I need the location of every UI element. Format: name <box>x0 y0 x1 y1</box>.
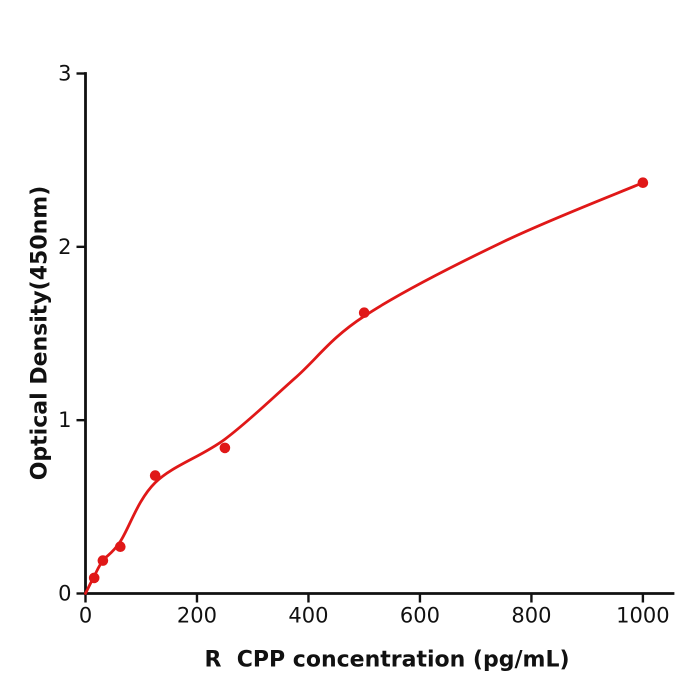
axis-spines <box>84 72 675 595</box>
y-tick-label: 3 <box>58 62 71 86</box>
x-tick-label: 800 <box>511 604 551 628</box>
data-point <box>88 572 100 584</box>
x-tick-label: 0 <box>79 604 92 628</box>
x-tick-label: 1000 <box>616 604 669 628</box>
x-tick-label: 600 <box>400 604 440 628</box>
data-point <box>358 307 370 319</box>
data-point <box>637 177 649 188</box>
data-point <box>97 555 109 566</box>
x-tick-label: 200 <box>177 604 217 628</box>
data-point <box>115 541 126 552</box>
x-tick-label: 400 <box>288 604 328 628</box>
data-point <box>219 442 231 454</box>
y-tick-label: 1 <box>58 408 71 432</box>
x-axis-title: R CPP concentration (pg/mL) <box>204 647 570 673</box>
data-point <box>149 470 161 481</box>
y-tick-label: 2 <box>58 235 71 259</box>
fit-curve-line <box>84 181 645 595</box>
y-tick-label: 0 <box>58 582 71 606</box>
y-axis-title: Optical Density(450nm) <box>27 185 53 481</box>
